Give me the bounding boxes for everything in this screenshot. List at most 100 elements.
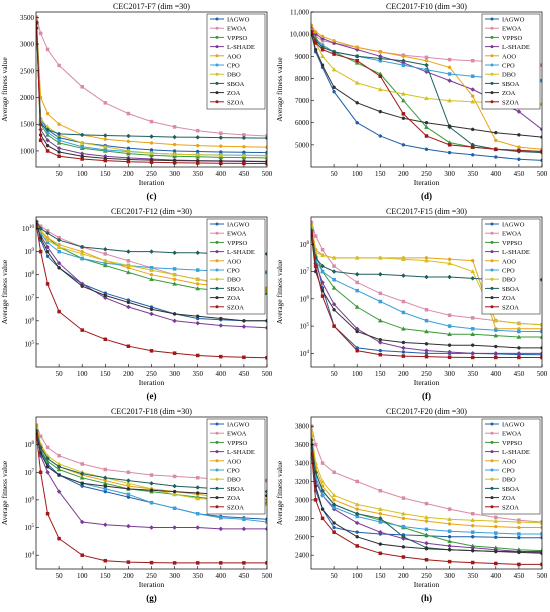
data-point — [126, 560, 131, 564]
data-point — [311, 30, 314, 34]
data-point — [447, 559, 452, 564]
legend-marker — [490, 477, 494, 481]
data-point — [332, 324, 336, 328]
data-point — [447, 343, 452, 347]
data-point — [424, 62, 429, 68]
data-point — [149, 249, 154, 254]
legend-label: L-SHADE — [502, 44, 530, 51]
data-point — [401, 112, 406, 116]
data-point — [331, 502, 337, 507]
data-point — [470, 99, 476, 104]
data-point — [494, 147, 498, 152]
x-tick-label: 250 — [421, 572, 432, 580]
data-point — [377, 340, 383, 345]
x-tick-label: 150 — [375, 572, 386, 580]
data-point — [332, 85, 336, 90]
data-point — [470, 58, 475, 63]
legend-entry: EWOA — [210, 231, 247, 238]
data-point — [265, 478, 267, 483]
legend-marker — [215, 305, 219, 309]
legend-label: VPPSO — [227, 35, 248, 42]
legend-label: SZOA — [502, 504, 519, 511]
data-point — [172, 506, 177, 510]
legend-entry: DBO — [485, 72, 516, 79]
legend-entry: IAGWO — [485, 222, 525, 229]
data-point — [102, 133, 108, 138]
legend-label: EWOA — [227, 26, 247, 33]
data-point — [470, 74, 475, 78]
x-tick-label: 400 — [491, 572, 502, 580]
data-point — [447, 72, 452, 76]
legend-entry: SBOA — [210, 81, 245, 88]
data-point — [102, 522, 108, 528]
data-point — [424, 95, 429, 101]
data-point — [470, 327, 475, 331]
data-point — [45, 47, 50, 52]
legend-entry: DBO — [485, 477, 516, 484]
data-point — [447, 257, 452, 262]
data-point — [218, 526, 224, 532]
data-point — [195, 353, 200, 358]
data-point — [126, 300, 131, 305]
legend-marker — [490, 459, 494, 463]
legend-label: DBO — [227, 277, 241, 284]
data-point — [332, 530, 336, 534]
data-point — [45, 458, 50, 463]
series-sboa — [36, 20, 267, 141]
data-point — [242, 144, 246, 149]
y-tick-label: 107 — [25, 469, 35, 477]
data-point — [470, 276, 476, 281]
data-point — [493, 333, 499, 338]
data-point — [57, 536, 61, 541]
data-point — [80, 284, 84, 288]
legend-entry: AOO — [210, 53, 241, 60]
legend-label: IAGWO — [502, 17, 525, 24]
data-point — [494, 561, 498, 566]
y-tick-label: 3600 — [295, 441, 310, 449]
data-point — [264, 286, 267, 291]
data-point — [149, 560, 154, 565]
x-tick-label: 250 — [146, 170, 157, 178]
data-point — [149, 134, 154, 139]
data-point — [539, 334, 542, 339]
data-point — [447, 535, 452, 539]
data-point — [447, 516, 453, 522]
data-point — [80, 157, 84, 161]
data-point — [494, 515, 498, 520]
y-tick-label: 105 — [25, 340, 35, 348]
data-point — [470, 127, 475, 132]
legend-label: IAGWO — [227, 17, 250, 24]
data-point — [401, 143, 406, 147]
data-point — [102, 258, 108, 263]
data-point — [332, 264, 336, 268]
y-tick-label: 3200 — [295, 478, 310, 486]
data-point — [378, 352, 383, 357]
chart-title: CEC2017-F20 (dim =30) — [386, 407, 467, 416]
x-tick-label: 100 — [352, 370, 363, 378]
data-point — [57, 249, 61, 254]
data-point — [516, 109, 522, 114]
data-point — [401, 299, 406, 304]
y-tick-label: 3000 — [295, 496, 310, 504]
data-point — [424, 342, 429, 346]
data-point — [320, 263, 325, 269]
x-tick-label: 500 — [262, 572, 273, 580]
data-point — [320, 488, 325, 494]
chart-panel-c: CEC2017-F7 (dim =30) 50 100 150 200 250 300 350… — [0, 0, 275, 205]
data-point — [494, 535, 498, 539]
chart-svg-c: CEC2017-F7 (dim =30) 50 100 150 200 250 300 350… — [0, 2, 273, 201]
legend-marker — [490, 240, 494, 244]
legend-label: EWOA — [227, 431, 247, 438]
legend-label: SBOA — [502, 81, 520, 88]
panel-label: (d) — [421, 191, 432, 201]
data-point — [331, 269, 337, 274]
data-point — [172, 125, 177, 129]
legend-entry: L-SHADE — [210, 449, 255, 456]
x-tick-label: 150 — [100, 170, 111, 178]
legend-label: AOO — [502, 53, 516, 60]
data-point — [355, 101, 359, 105]
data-point — [516, 519, 522, 524]
data-point — [311, 231, 314, 236]
data-point — [494, 155, 498, 159]
legend-entry: EWOA — [485, 231, 522, 238]
